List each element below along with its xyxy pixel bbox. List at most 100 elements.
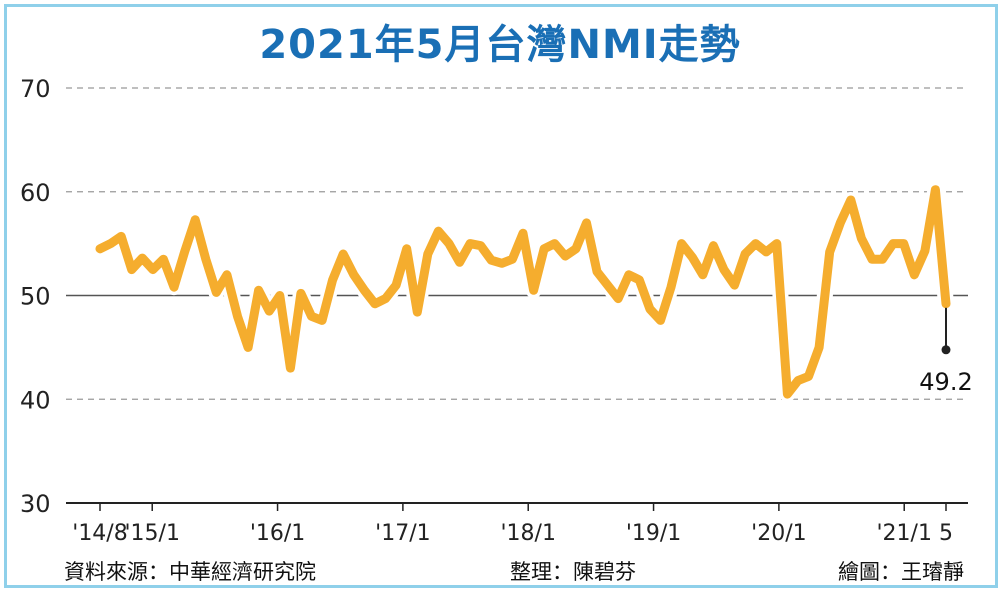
x-tick-label-5: '19/1 xyxy=(626,521,681,546)
data-point xyxy=(649,308,651,310)
data-point xyxy=(691,256,693,258)
x-tick-label-8: 5 xyxy=(939,521,953,546)
data-point xyxy=(490,259,492,261)
data-point xyxy=(279,295,281,296)
data-point xyxy=(469,243,471,245)
data-point xyxy=(480,245,482,247)
data-point xyxy=(501,262,503,264)
data-point xyxy=(247,346,249,348)
data-point xyxy=(765,251,767,253)
data-point xyxy=(237,315,238,317)
data-point xyxy=(871,258,873,260)
y-tick-label-30: 30 xyxy=(20,490,51,518)
data-point xyxy=(448,243,450,245)
y-tick-label-50: 50 xyxy=(20,283,51,311)
x-axis: '14/8'15/1 '16/1 '17/1 '18/1 '19/1 '20/1 '21/1… xyxy=(72,503,953,546)
data-point xyxy=(258,289,260,291)
data-point xyxy=(363,289,365,291)
data-point xyxy=(374,303,376,305)
data-point xyxy=(786,393,788,395)
data-point xyxy=(416,311,418,313)
x-tick-label-0: '14/8 xyxy=(72,521,127,546)
data-point xyxy=(99,248,101,250)
x-tick-label-6: '20/1 xyxy=(751,521,806,546)
y-tick-label-70: 70 xyxy=(20,75,51,103)
data-point xyxy=(437,230,439,232)
data-point xyxy=(681,243,683,245)
data-point xyxy=(797,380,799,382)
data-point xyxy=(173,286,175,288)
data-point xyxy=(934,189,936,191)
data-point xyxy=(850,199,852,201)
data-point xyxy=(702,274,704,276)
data-point xyxy=(131,269,133,271)
y-tick-label-60: 60 xyxy=(20,179,51,207)
y-axis-ticks: 70 60 50 40 30 xyxy=(20,75,51,518)
data-point xyxy=(860,237,862,239)
data-point xyxy=(533,289,535,291)
data-point xyxy=(311,315,312,317)
data-point xyxy=(660,319,661,321)
data-point xyxy=(511,258,513,260)
data-point xyxy=(924,250,926,252)
data-point xyxy=(522,232,524,234)
data-point xyxy=(205,258,207,260)
x-tick-label-2: '16/1 xyxy=(250,521,305,546)
chart-title: 2021年5月台灣NMI走勢 xyxy=(259,22,741,68)
data-point xyxy=(628,274,630,276)
data-point xyxy=(184,251,186,253)
data-point xyxy=(829,251,831,253)
data-point xyxy=(712,245,714,247)
data-point xyxy=(332,279,334,281)
data-point xyxy=(945,303,947,305)
y-tick-label-40: 40 xyxy=(20,386,51,414)
data-point xyxy=(892,243,894,245)
data-point xyxy=(459,261,461,263)
data-point xyxy=(162,258,164,260)
data-point xyxy=(141,257,143,259)
data-point xyxy=(321,319,323,321)
x-tick-label-4: '18/1 xyxy=(500,521,555,546)
footer-illustrator: 繪圖：王璿靜 xyxy=(838,560,964,584)
data-point xyxy=(607,284,609,286)
data-point xyxy=(818,346,820,348)
x-tick-label-3: '17/1 xyxy=(375,521,430,546)
data-point xyxy=(215,291,217,293)
data-point xyxy=(268,310,270,312)
data-point xyxy=(755,243,757,245)
data-point xyxy=(723,269,725,271)
data-point xyxy=(903,243,905,245)
data-point xyxy=(596,271,598,273)
data-point xyxy=(913,274,915,276)
data-point xyxy=(776,243,778,245)
data-point xyxy=(808,375,809,377)
data-point xyxy=(152,269,154,271)
data-point xyxy=(300,292,302,294)
callout-label: 49.2 xyxy=(919,368,972,396)
data-point xyxy=(882,258,883,260)
data-point xyxy=(427,253,429,255)
data-point xyxy=(342,253,344,255)
data-point xyxy=(120,235,122,237)
data-point xyxy=(586,222,587,224)
data-point xyxy=(638,279,640,281)
data-point xyxy=(194,219,196,221)
data-point xyxy=(575,248,577,250)
data-point xyxy=(744,253,746,255)
callout-dot xyxy=(941,345,951,355)
data-point xyxy=(734,284,735,286)
data-point xyxy=(289,367,291,369)
annotations: 49.2 xyxy=(919,307,973,396)
data-point xyxy=(839,222,841,224)
x-tick-label-7: '21/1 xyxy=(876,521,931,546)
footer-source: 資料來源：中華經濟研究院 xyxy=(64,560,316,584)
data-point xyxy=(226,274,228,276)
data-point xyxy=(617,298,619,300)
data-point xyxy=(564,255,566,257)
data-point xyxy=(395,284,397,286)
data-point xyxy=(385,298,386,300)
footer-compiler: 整理：陳碧芬 xyxy=(510,560,636,584)
data-point xyxy=(543,248,545,250)
data-point xyxy=(670,286,672,288)
